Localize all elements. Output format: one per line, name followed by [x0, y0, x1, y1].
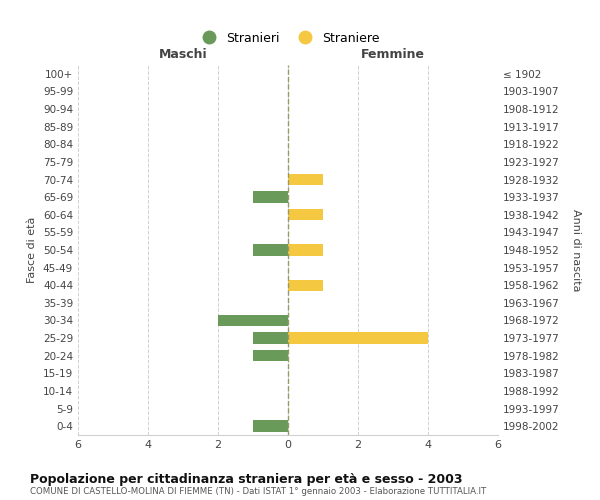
Y-axis label: Anni di nascita: Anni di nascita	[571, 209, 581, 291]
Legend: Stranieri, Straniere: Stranieri, Straniere	[191, 27, 385, 50]
Bar	[288, 209, 323, 220]
Bar	[253, 244, 288, 256]
Text: Popolazione per cittadinanza straniera per età e sesso - 2003: Popolazione per cittadinanza straniera p…	[30, 472, 463, 486]
Text: COMUNE DI CASTELLO-MOLINA DI FIEMME (TN) - Dati ISTAT 1° gennaio 2003 - Elaboraz: COMUNE DI CASTELLO-MOLINA DI FIEMME (TN)…	[30, 488, 486, 496]
Text: Femmine: Femmine	[361, 48, 425, 62]
Bar	[253, 420, 288, 432]
Text: Maschi: Maschi	[158, 48, 208, 62]
Bar	[288, 280, 323, 291]
Bar	[288, 332, 428, 344]
Bar	[288, 244, 323, 256]
Bar	[253, 350, 288, 362]
Bar	[253, 332, 288, 344]
Y-axis label: Fasce di età: Fasce di età	[28, 217, 37, 283]
Bar	[218, 315, 288, 326]
Bar	[253, 192, 288, 203]
Bar	[288, 174, 323, 185]
